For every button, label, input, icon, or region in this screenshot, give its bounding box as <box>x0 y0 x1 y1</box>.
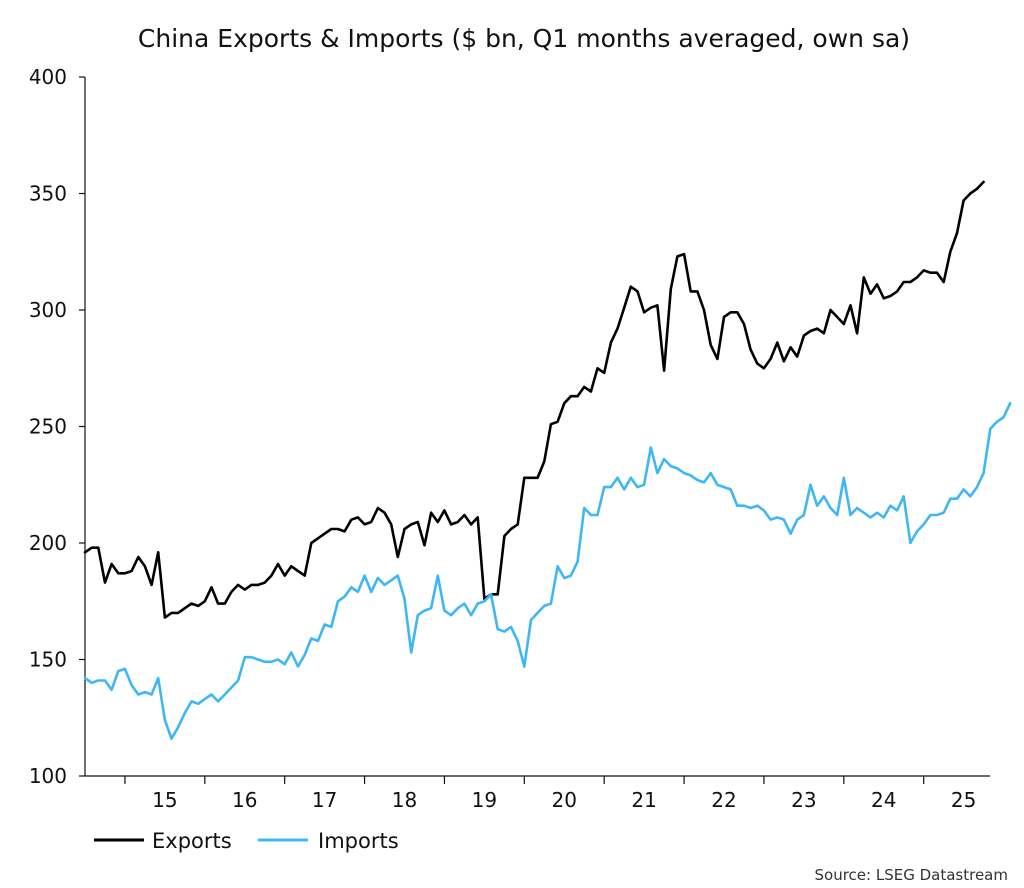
source-note: Source: LSEG Datastream <box>815 866 1008 884</box>
series-line-imports <box>83 401 1012 741</box>
x-tick-label: 23 <box>791 788 816 812</box>
series-line-exports <box>83 180 985 619</box>
legend: Exports Imports <box>94 829 399 853</box>
chart-title: China Exports & Imports ($ bn, Q1 months… <box>138 24 910 53</box>
x-tick-label: 18 <box>392 788 417 812</box>
x-tick-label: 25 <box>951 788 976 812</box>
x-tick-label: 17 <box>312 788 337 812</box>
y-tick-label: 150 <box>29 648 67 672</box>
y-tick-label: 250 <box>29 415 67 439</box>
x-tick-label: 20 <box>552 788 577 812</box>
y-tick-label: 350 <box>29 182 67 206</box>
y-tick-label: 400 <box>29 65 67 89</box>
legend-label-imports: Imports <box>318 829 399 853</box>
y-tick-label: 300 <box>29 298 67 322</box>
x-tick-label: 21 <box>631 788 656 812</box>
x-tick-label: 24 <box>871 788 896 812</box>
y-tick-label: 100 <box>29 764 67 788</box>
x-tick-label: 22 <box>711 788 736 812</box>
plot-area: 100 150 200 250 300 350 400 15 16 17 18 19 20 21 22 23 2… <box>29 65 1012 812</box>
x-tick-label: 15 <box>152 788 177 812</box>
x-tick-label: 19 <box>472 788 497 812</box>
legend-label-exports: Exports <box>152 829 232 853</box>
y-tick-label: 200 <box>29 531 67 555</box>
x-tick-label: 16 <box>232 788 257 812</box>
